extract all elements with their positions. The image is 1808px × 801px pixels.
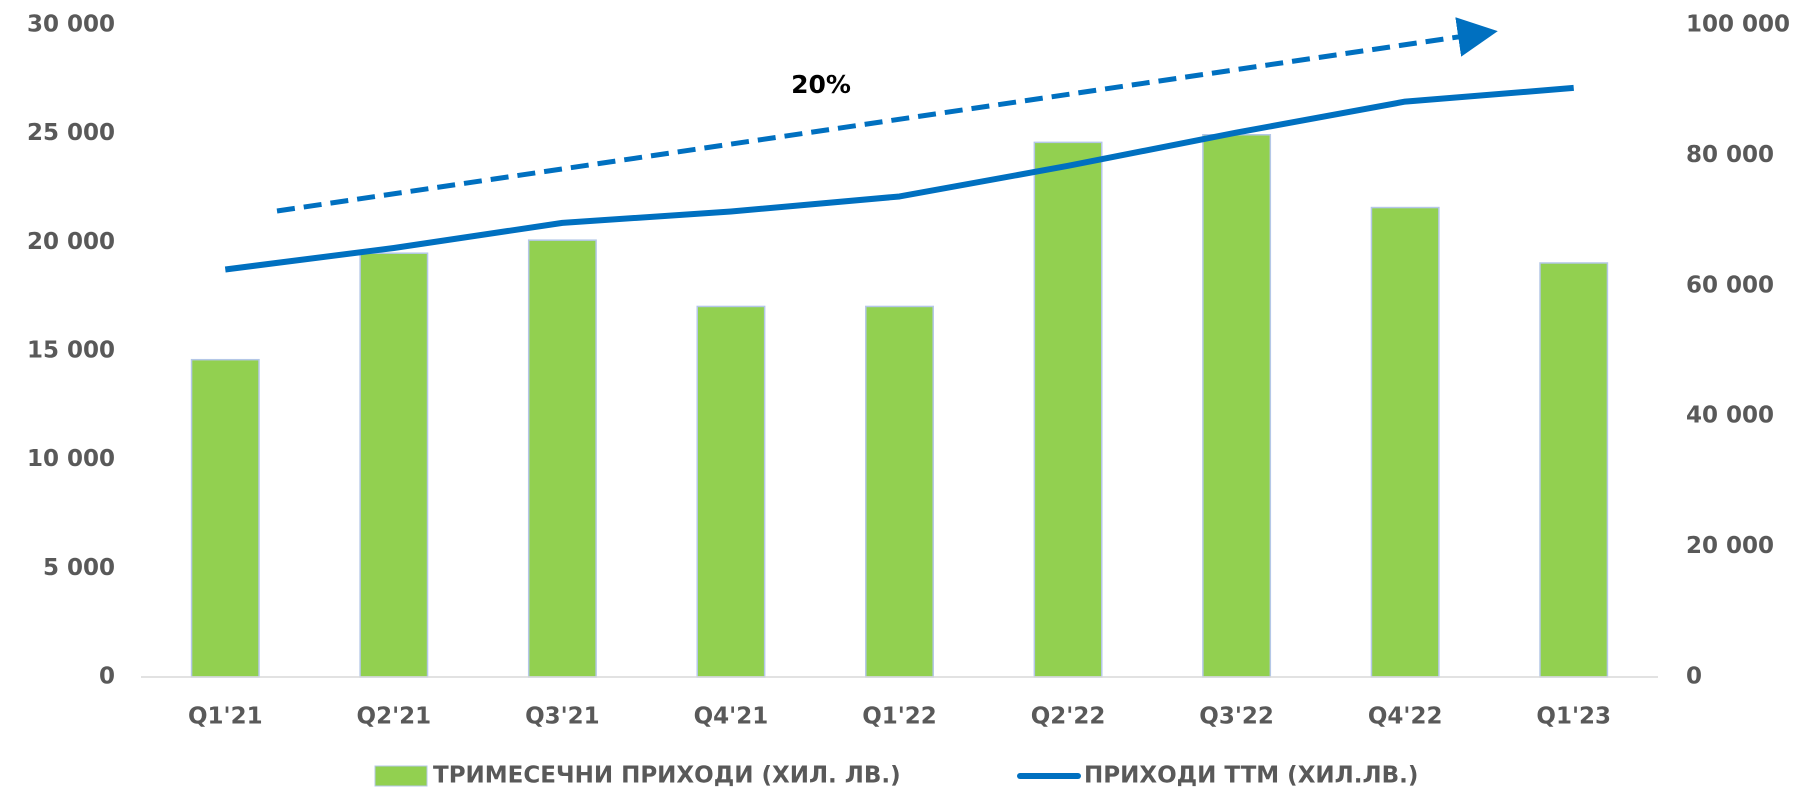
y2-tick-label: 20 000 — [1686, 533, 1774, 559]
bar — [865, 305, 934, 678]
x-tick-label: Q1'23 — [1536, 704, 1611, 730]
line — [224, 84, 1574, 273]
bar — [696, 305, 766, 678]
x-tick-label: Q1'21 — [188, 704, 263, 730]
trend-arrow — [276, 17, 1498, 214]
y2-tick-label: 60 000 — [1686, 272, 1774, 298]
bar — [1033, 141, 1103, 678]
x-tick-label: Q4'22 — [1368, 704, 1443, 730]
y2-tick-label: 80 000 — [1686, 142, 1774, 168]
bar — [1370, 206, 1440, 678]
y-tick-label: 30 000 — [27, 12, 115, 38]
x-tick-label: Q3'21 — [525, 704, 600, 730]
y-tick-label: 0 — [99, 664, 115, 690]
legend-swatch — [374, 765, 428, 787]
x-tick-label: Q4'21 — [694, 704, 769, 730]
y-tick-label: 25 000 — [27, 120, 115, 146]
legend-label: ТРИМЕСЕЧНИ ПРИХОДИ (ХИЛ. ЛВ.) — [433, 763, 901, 789]
x-tick-label: Q2'21 — [357, 704, 432, 730]
y-tick-label: 5 000 — [43, 555, 115, 581]
bar — [1202, 134, 1272, 678]
y2-tick-label: 0 — [1686, 664, 1702, 690]
bar — [527, 239, 597, 678]
annotation: 20% — [791, 70, 851, 99]
x-tick-label: Q3'22 — [1199, 704, 1274, 730]
x-tick-label: Q2'22 — [1031, 704, 1106, 730]
x-tick-label: Q1'22 — [862, 704, 937, 730]
y2-tick-label: 40 000 — [1686, 403, 1774, 429]
y-tick-label: 20 000 — [27, 229, 115, 255]
bar — [190, 358, 260, 678]
legend-label: ПРИХОДИ TTM (ХИЛ.ЛВ.) — [1084, 763, 1418, 789]
y2-tick-label: 100 000 — [1686, 12, 1790, 38]
bar — [1539, 262, 1609, 678]
y-tick-label: 15 000 — [27, 338, 115, 364]
y-tick-label: 10 000 — [27, 446, 115, 472]
bar — [359, 252, 429, 678]
